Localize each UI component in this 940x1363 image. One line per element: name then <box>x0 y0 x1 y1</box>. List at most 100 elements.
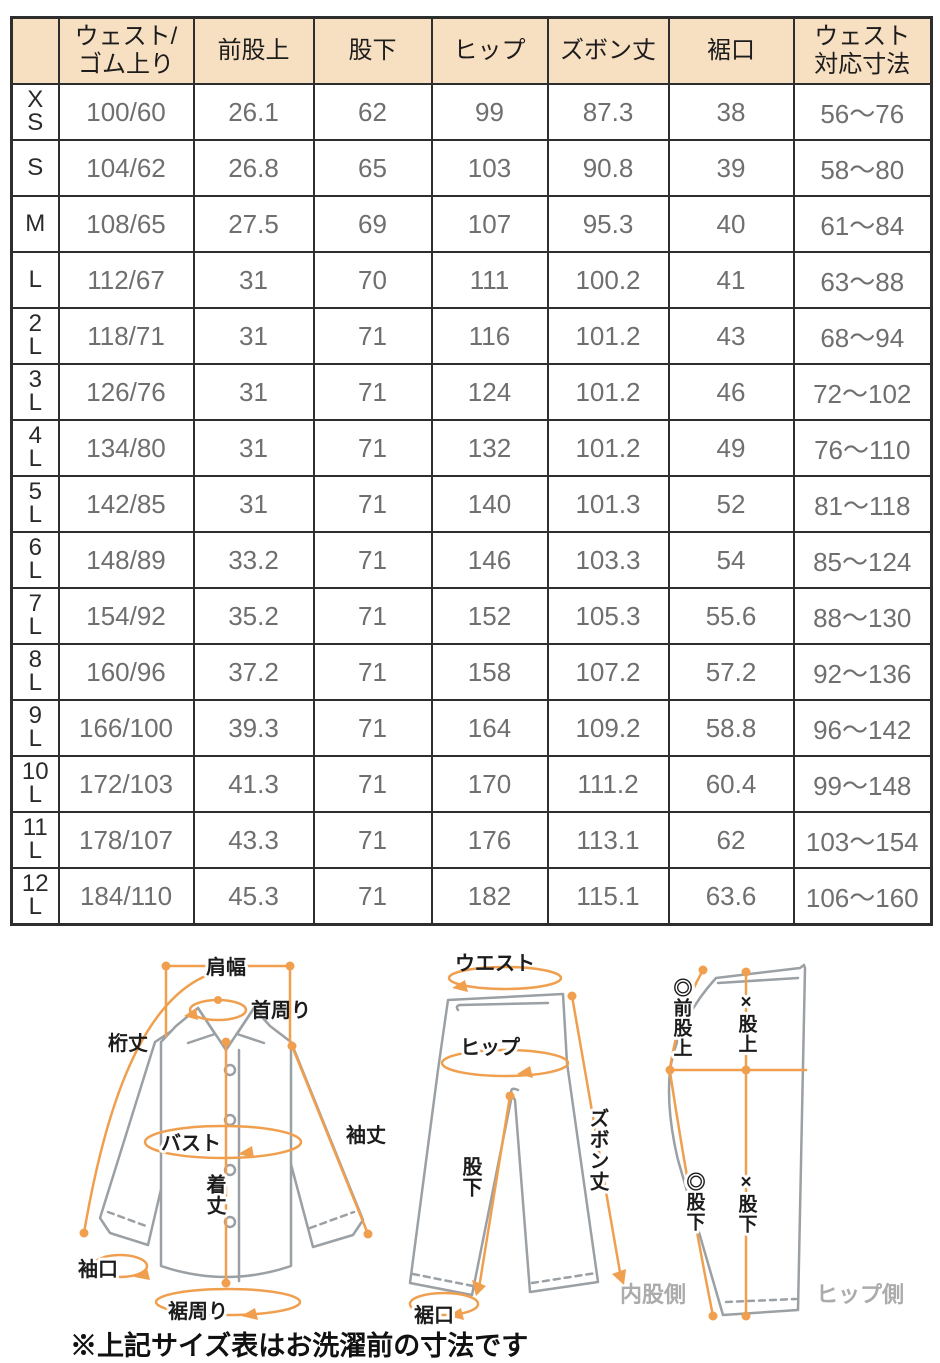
inseam-b-label: ×股下 <box>736 1172 758 1234</box>
inseam-label: 股下 <box>459 1156 482 1198</box>
size-value: 118/71 <box>57 307 195 365</box>
body-length-label: 着丈 <box>203 1173 227 1216</box>
size-value: 111 <box>430 251 549 309</box>
pre-wash-note: ※上記サイズ表はお洗濯前の寸法です <box>70 1331 529 1361</box>
hip-label: ヒップ <box>460 1036 521 1059</box>
table-row: L 112/67 31 70 111 100.2 41 63〜88 <box>10 251 933 309</box>
table-row: 6 L 148/89 33.2 71 146 103.3 54 85〜124 <box>10 531 933 589</box>
size-value: 58〜80 <box>792 139 933 197</box>
size-value: 87.3 <box>546 83 670 141</box>
column-header: 股下 <box>312 16 433 85</box>
size-table-head-row: ウェスト/ ゴム上り 前股上 股下 ヒップ ズボン丈 裾口 ウェスト 対応寸法 <box>10 16 933 85</box>
table-row: 10 L 172/103 41.3 71 170 111.2 60.4 99〜148 <box>10 755 933 813</box>
size-value: 27.5 <box>192 195 315 253</box>
size-label: 10 L <box>10 755 60 813</box>
table-row: 7 L 154/92 35.2 71 152 105.3 55.6 88〜130 <box>10 587 933 645</box>
front-rise-label: ◎前股上 <box>671 977 693 1058</box>
size-value: 104/62 <box>57 139 195 197</box>
size-value: 90.8 <box>546 139 670 197</box>
size-value: 142/85 <box>57 475 195 533</box>
table-row: 8 L 160/96 37.2 71 158 107.2 57.2 92〜136 <box>10 643 933 701</box>
size-value: 68〜94 <box>792 307 933 365</box>
corner-cell <box>10 16 60 85</box>
size-value: 176 <box>430 811 549 869</box>
size-label: 6 L <box>10 531 60 589</box>
size-value: 116 <box>430 307 549 365</box>
hem-round-label: 裾周り <box>168 1299 228 1323</box>
column-header: 前股上 <box>192 16 315 85</box>
inseam-a-label: ◎股下 <box>684 1171 706 1232</box>
inner-side-label: 内股側 <box>620 1282 686 1307</box>
size-label: 2 L <box>10 307 60 365</box>
size-label: L <box>10 251 60 309</box>
size-value: 107 <box>430 195 549 253</box>
shoulder-width-label: 肩幅 <box>206 955 246 979</box>
size-value: 113.1 <box>546 811 670 869</box>
size-label: 11 L <box>10 811 60 869</box>
size-value: 107.2 <box>546 643 670 701</box>
size-value: 76〜110 <box>792 419 933 477</box>
size-value: 58.8 <box>667 699 795 757</box>
size-table-body: X S 100/60 26.1 62 99 87.3 38 56〜76 S 104/62 26.8 6… <box>10 83 933 926</box>
size-value: 71 <box>312 363 433 421</box>
size-value: 71 <box>312 867 433 926</box>
size-value: 85〜124 <box>792 531 933 589</box>
size-value: 57.2 <box>667 643 795 701</box>
size-value: 63.6 <box>667 867 795 926</box>
size-value: 99 <box>430 83 549 141</box>
size-value: 71 <box>312 419 433 477</box>
hem-opening-label: 裾口 <box>414 1303 454 1327</box>
size-label: 12 L <box>10 867 60 926</box>
table-row: 5 L 142/85 31 71 140 101.3 52 81〜118 <box>10 475 933 533</box>
size-value: 154/92 <box>57 587 195 645</box>
size-value: 164 <box>430 699 549 757</box>
size-value: 31 <box>192 419 315 477</box>
size-value: 65 <box>312 139 433 197</box>
table-row: 9 L 166/100 39.3 71 164 109.2 58.8 96〜142 <box>10 699 933 757</box>
size-value: 100/60 <box>57 83 195 141</box>
size-value: 109.2 <box>546 699 670 757</box>
size-value: 108/65 <box>57 195 195 253</box>
size-value: 71 <box>312 307 433 365</box>
size-value: 70 <box>312 251 433 309</box>
column-header: ヒップ <box>430 16 549 85</box>
size-value: 115.1 <box>546 867 670 926</box>
size-value: 40 <box>667 195 795 253</box>
size-value: 124 <box>430 363 549 421</box>
size-value: 71 <box>312 531 433 589</box>
size-table-section: ウェスト/ ゴム上り 前股上 股下 ヒップ ズボン丈 裾口 ウェスト 対応寸法 X S 100… <box>10 16 933 926</box>
column-header: 裾口 <box>667 16 795 85</box>
yuki-label: 桁丈 <box>108 1032 148 1055</box>
size-value: 170 <box>430 755 549 813</box>
size-value: 72〜102 <box>792 363 933 421</box>
column-header: ズボン丈 <box>546 16 670 85</box>
size-value: 148/89 <box>57 531 195 589</box>
size-value: 101.2 <box>546 307 670 365</box>
shirt-measure-lines <box>79 961 373 1320</box>
size-value: 106〜160 <box>792 867 933 926</box>
column-header: ウェスト 対応寸法 <box>792 16 933 85</box>
size-value: 56〜76 <box>792 83 933 141</box>
table-row: M 108/65 27.5 69 107 95.3 40 61〜84 <box>10 195 933 253</box>
pants-front-measure-lines <box>408 965 626 1320</box>
size-value: 112/67 <box>57 251 195 309</box>
size-label: 3 L <box>10 363 60 421</box>
size-value: 71 <box>312 587 433 645</box>
size-value: 172/103 <box>57 755 195 813</box>
size-value: 49 <box>667 419 795 477</box>
pants-side-measurement-diagram: ◎前股上 ×股上 ◎股下 ×股下 内股側 ヒップ側 <box>620 963 904 1321</box>
size-value: 45.3 <box>192 867 315 926</box>
table-row: X S 100/60 26.1 62 99 87.3 38 56〜76 <box>10 83 933 141</box>
size-value: 99〜148 <box>792 755 933 813</box>
size-value: 37.2 <box>192 643 315 701</box>
size-value: 41.3 <box>192 755 315 813</box>
size-label: M <box>10 195 60 253</box>
size-value: 92〜136 <box>792 643 933 701</box>
size-value: 140 <box>430 475 549 533</box>
table-row: 12 L 184/110 45.3 71 182 115.1 63.6 106〜160 <box>10 867 933 926</box>
size-label: 8 L <box>10 643 60 701</box>
size-value: 33.2 <box>192 531 315 589</box>
size-value: 63〜88 <box>792 251 933 309</box>
pants-side-measure-labels: ◎前股上 ×股上 ◎股下 ×股下 内股側 ヒップ側 <box>620 974 904 1307</box>
cuff-label: 袖口 <box>78 1257 118 1281</box>
